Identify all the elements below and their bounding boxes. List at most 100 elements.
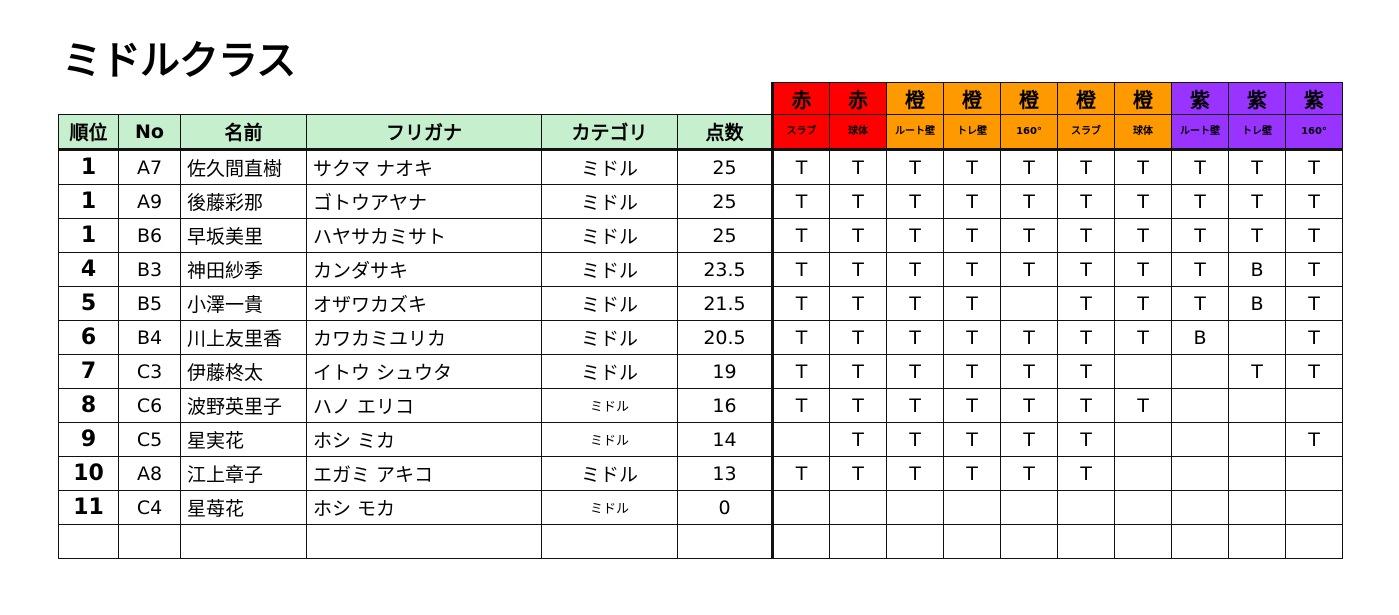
category-cell[interactable]: ミドル xyxy=(541,184,678,219)
mark-cell[interactable] xyxy=(771,490,830,525)
mark-cell[interactable]: T xyxy=(1228,184,1286,219)
mark-cell[interactable]: T xyxy=(771,388,830,423)
mark-cell[interactable] xyxy=(943,524,1001,559)
category-cell[interactable]: ミドル xyxy=(541,354,678,389)
name-cell[interactable]: 波野英里子 xyxy=(180,388,307,423)
score-cell[interactable]: 16 xyxy=(677,388,773,423)
name-cell[interactable]: 星苺花 xyxy=(180,490,307,525)
mark-cell[interactable]: T xyxy=(771,354,830,389)
mark-cell[interactable] xyxy=(1228,490,1286,525)
mark-cell[interactable]: T xyxy=(1000,422,1058,457)
mark-cell[interactable] xyxy=(1285,388,1343,423)
number-cell[interactable]: C3 xyxy=(118,354,181,389)
mark-cell[interactable]: T xyxy=(1285,286,1343,321)
kana-cell[interactable]: オザワカズキ xyxy=(306,286,542,321)
kana-cell[interactable]: ホシ ミカ xyxy=(306,422,542,457)
kana-cell[interactable]: カンダサキ xyxy=(306,252,542,287)
mark-cell[interactable]: T xyxy=(886,456,944,491)
rank-cell[interactable]: 11 xyxy=(58,490,119,525)
mark-cell[interactable] xyxy=(886,524,944,559)
mark-cell[interactable] xyxy=(1114,422,1172,457)
mark-cell[interactable]: T xyxy=(829,354,887,389)
score-cell[interactable]: 0 xyxy=(677,490,773,525)
score-cell[interactable]: 13 xyxy=(677,456,773,491)
rank-cell[interactable]: 1 xyxy=(58,218,119,253)
mark-cell[interactable]: T xyxy=(1114,218,1172,253)
mark-cell[interactable]: T xyxy=(1114,286,1172,321)
mark-cell[interactable]: T xyxy=(1000,354,1058,389)
mark-cell[interactable] xyxy=(943,490,1001,525)
mark-cell[interactable] xyxy=(1171,456,1229,491)
name-cell[interactable]: 後藤彩那 xyxy=(180,184,307,219)
score-cell[interactable]: 25 xyxy=(677,218,773,253)
number-cell[interactable]: C6 xyxy=(118,388,181,423)
mark-cell[interactable]: T xyxy=(943,218,1001,253)
mark-cell[interactable]: T xyxy=(1000,388,1058,423)
mark-cell[interactable]: T xyxy=(943,252,1001,287)
category-cell[interactable]: ミドル xyxy=(541,388,678,423)
mark-cell[interactable] xyxy=(1000,524,1058,559)
mark-cell[interactable] xyxy=(1228,320,1286,355)
mark-cell[interactable] xyxy=(1228,388,1286,423)
mark-cell[interactable]: T xyxy=(829,422,887,457)
name-cell[interactable] xyxy=(180,524,307,559)
number-cell[interactable]: A8 xyxy=(118,456,181,491)
mark-cell[interactable]: T xyxy=(1000,218,1058,253)
category-cell[interactable]: ミドル xyxy=(541,218,678,253)
mark-cell[interactable]: T xyxy=(1000,252,1058,287)
kana-cell[interactable]: サクマ ナオキ xyxy=(306,149,542,185)
rank-cell[interactable]: 7 xyxy=(58,354,119,389)
mark-cell[interactable]: T xyxy=(1057,320,1115,355)
mark-cell[interactable]: T xyxy=(1285,354,1343,389)
mark-cell[interactable]: T xyxy=(1057,422,1115,457)
rank-cell[interactable]: 6 xyxy=(58,320,119,355)
mark-cell[interactable]: B xyxy=(1228,252,1286,287)
mark-cell[interactable] xyxy=(1171,422,1229,457)
mark-cell[interactable] xyxy=(1000,490,1058,525)
mark-cell[interactable]: T xyxy=(829,252,887,287)
mark-cell[interactable]: T xyxy=(771,252,830,287)
category-cell[interactable]: ミドル xyxy=(541,490,678,525)
mark-cell[interactable]: T xyxy=(829,388,887,423)
rank-cell[interactable] xyxy=(58,524,119,559)
mark-cell[interactable] xyxy=(829,490,887,525)
mark-cell[interactable]: T xyxy=(771,320,830,355)
mark-cell[interactable] xyxy=(1285,456,1343,491)
mark-cell[interactable]: T xyxy=(771,218,830,253)
mark-cell[interactable]: T xyxy=(1171,252,1229,287)
name-cell[interactable]: 小澤一貴 xyxy=(180,286,307,321)
mark-cell[interactable]: T xyxy=(771,149,830,185)
category-cell[interactable]: ミドル xyxy=(541,252,678,287)
mark-cell[interactable] xyxy=(1000,286,1058,321)
rank-cell[interactable]: 8 xyxy=(58,388,119,423)
mark-cell[interactable]: T xyxy=(1171,286,1229,321)
mark-cell[interactable]: T xyxy=(829,184,887,219)
mark-cell[interactable]: T xyxy=(886,422,944,457)
mark-cell[interactable]: T xyxy=(886,320,944,355)
name-cell[interactable]: 江上章子 xyxy=(180,456,307,491)
name-cell[interactable]: 川上友里香 xyxy=(180,320,307,355)
kana-cell[interactable] xyxy=(306,524,542,559)
kana-cell[interactable]: イトウ シュウタ xyxy=(306,354,542,389)
mark-cell[interactable]: T xyxy=(943,456,1001,491)
mark-cell[interactable]: T xyxy=(1228,149,1286,185)
mark-cell[interactable]: T xyxy=(1057,286,1115,321)
rank-cell[interactable]: 5 xyxy=(58,286,119,321)
mark-cell[interactable]: T xyxy=(1285,184,1343,219)
mark-cell[interactable]: T xyxy=(771,456,830,491)
mark-cell[interactable]: T xyxy=(943,422,1001,457)
number-cell[interactable]: A9 xyxy=(118,184,181,219)
mark-cell[interactable]: T xyxy=(943,320,1001,355)
mark-cell[interactable]: T xyxy=(1057,354,1115,389)
mark-cell[interactable] xyxy=(771,524,830,559)
mark-cell[interactable]: T xyxy=(943,354,1001,389)
rank-cell[interactable]: 4 xyxy=(58,252,119,287)
mark-cell[interactable] xyxy=(1285,490,1343,525)
mark-cell[interactable]: T xyxy=(1000,184,1058,219)
kana-cell[interactable]: カワカミユリカ xyxy=(306,320,542,355)
mark-cell[interactable]: T xyxy=(1171,184,1229,219)
name-cell[interactable]: 神田紗季 xyxy=(180,252,307,287)
category-cell[interactable] xyxy=(541,524,678,559)
mark-cell[interactable]: T xyxy=(1228,354,1286,389)
mark-cell[interactable]: T xyxy=(1057,149,1115,185)
